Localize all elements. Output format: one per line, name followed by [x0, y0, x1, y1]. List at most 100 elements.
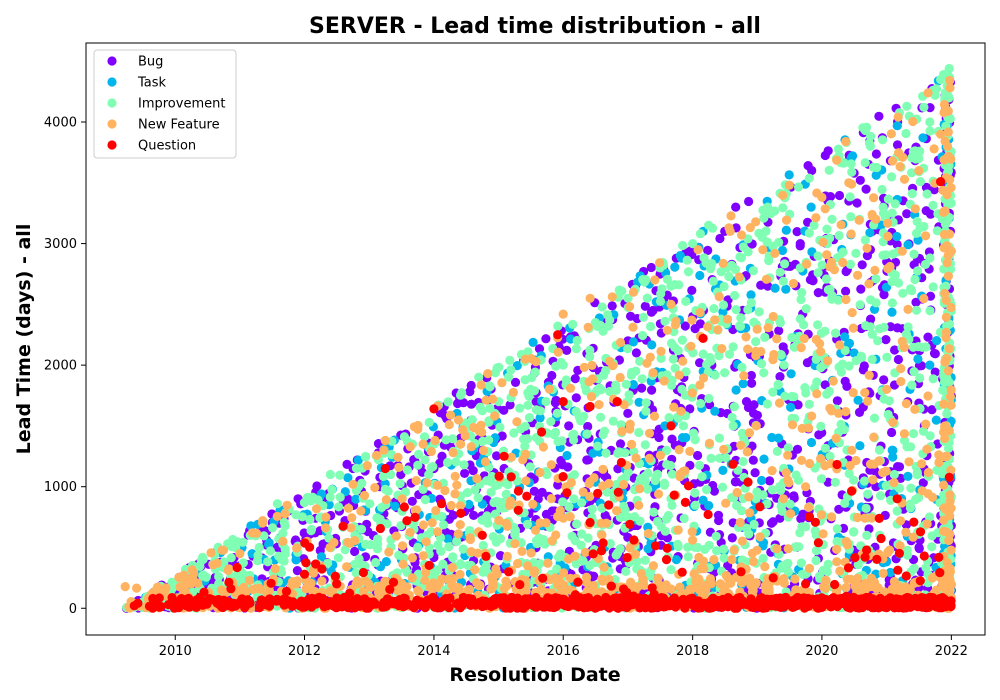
- point-new-feature: [796, 343, 806, 353]
- point-question: [629, 535, 639, 545]
- point-improvement: [804, 173, 814, 183]
- point-new-feature: [703, 322, 713, 332]
- point-question: [301, 558, 311, 568]
- point-new-feature: [472, 474, 482, 484]
- point-improvement: [569, 494, 579, 504]
- point-new-feature: [729, 545, 739, 555]
- point-task: [731, 385, 741, 395]
- point-improvement: [768, 387, 778, 397]
- point-bug: [460, 468, 470, 478]
- point-new-feature: [939, 480, 949, 490]
- point-improvement: [652, 469, 663, 479]
- point-improvement: [889, 469, 899, 480]
- point-new-feature: [594, 400, 604, 410]
- point-new-feature: [434, 578, 444, 588]
- point-bug: [637, 383, 647, 393]
- point-new-feature: [825, 403, 835, 413]
- point-new-feature: [634, 500, 644, 510]
- point-improvement: [372, 513, 382, 523]
- point-new-feature: [836, 220, 846, 230]
- point-bug: [911, 297, 921, 307]
- point-new-feature: [433, 527, 443, 537]
- point-new-feature: [391, 531, 401, 541]
- point-improvement: [811, 555, 821, 566]
- point-improvement: [695, 229, 706, 239]
- point-task: [343, 473, 353, 483]
- point-improvement: [520, 441, 530, 451]
- point-question: [680, 497, 691, 507]
- point-new-feature: [669, 402, 679, 412]
- point-improvement: [677, 335, 688, 345]
- point-new-feature: [946, 385, 956, 395]
- point-new-feature: [878, 468, 888, 478]
- point-improvement: [910, 274, 920, 285]
- point-new-feature: [706, 579, 716, 589]
- point-task: [535, 413, 545, 423]
- point-improvement: [643, 468, 653, 478]
- point-improvement: [778, 276, 788, 286]
- point-new-feature: [804, 502, 814, 512]
- point-improvement: [846, 212, 856, 222]
- point-improvement: [659, 480, 670, 490]
- point-improvement: [801, 304, 811, 314]
- point-new-feature: [939, 229, 950, 240]
- point-improvement: [911, 305, 922, 315]
- point-new-feature: [444, 420, 454, 430]
- point-new-feature: [751, 421, 761, 431]
- point-new-feature: [465, 534, 475, 545]
- point-new-feature: [802, 259, 812, 269]
- point-task: [528, 337, 538, 347]
- point-new-feature: [678, 356, 688, 366]
- point-new-feature: [120, 582, 130, 592]
- point-new-feature: [864, 279, 874, 289]
- point-new-feature: [359, 490, 370, 501]
- point-new-feature: [883, 231, 893, 241]
- point-new-feature: [643, 528, 653, 539]
- point-new-feature: [433, 480, 443, 490]
- point-new-feature: [585, 293, 595, 303]
- point-improvement: [758, 553, 768, 564]
- point-new-feature: [816, 347, 826, 357]
- point-new-feature: [853, 270, 863, 280]
- point-task: [353, 455, 363, 465]
- point-new-feature: [936, 129, 946, 139]
- point-bug: [792, 227, 802, 237]
- point-improvement: [823, 285, 834, 295]
- point-new-feature: [483, 369, 493, 379]
- point-improvement: [724, 349, 735, 359]
- point-bug: [499, 405, 509, 415]
- point-bug: [731, 202, 741, 212]
- point-new-feature: [653, 489, 664, 499]
- point-bug: [921, 206, 931, 216]
- point-question: [281, 586, 292, 597]
- point-new-feature: [854, 215, 864, 225]
- point-improvement: [515, 403, 525, 413]
- point-question: [317, 564, 327, 574]
- point-new-feature: [887, 156, 898, 166]
- point-new-feature: [847, 308, 857, 318]
- point-question: [593, 488, 603, 498]
- point-new-feature: [903, 304, 913, 314]
- point-new-feature: [732, 487, 742, 498]
- point-question: [358, 567, 368, 578]
- point-improvement: [699, 253, 709, 263]
- point-new-feature: [709, 555, 719, 565]
- point-bug: [775, 513, 785, 523]
- point-question: [661, 555, 672, 565]
- point-improvement: [921, 563, 931, 573]
- point-new-feature: [755, 532, 765, 542]
- point-new-feature: [218, 545, 229, 555]
- point-bug: [437, 451, 447, 461]
- point-new-feature: [535, 467, 545, 478]
- point-new-feature: [598, 576, 608, 586]
- point-improvement: [915, 177, 926, 187]
- point-improvement: [737, 428, 748, 438]
- point-new-feature: [774, 398, 785, 408]
- point-improvement: [624, 390, 634, 400]
- point-new-feature: [694, 575, 704, 585]
- point-improvement: [265, 546, 275, 556]
- point-improvement: [796, 558, 807, 568]
- point-improvement: [424, 470, 434, 480]
- point-bug: [768, 517, 778, 527]
- point-new-feature: [411, 476, 421, 486]
